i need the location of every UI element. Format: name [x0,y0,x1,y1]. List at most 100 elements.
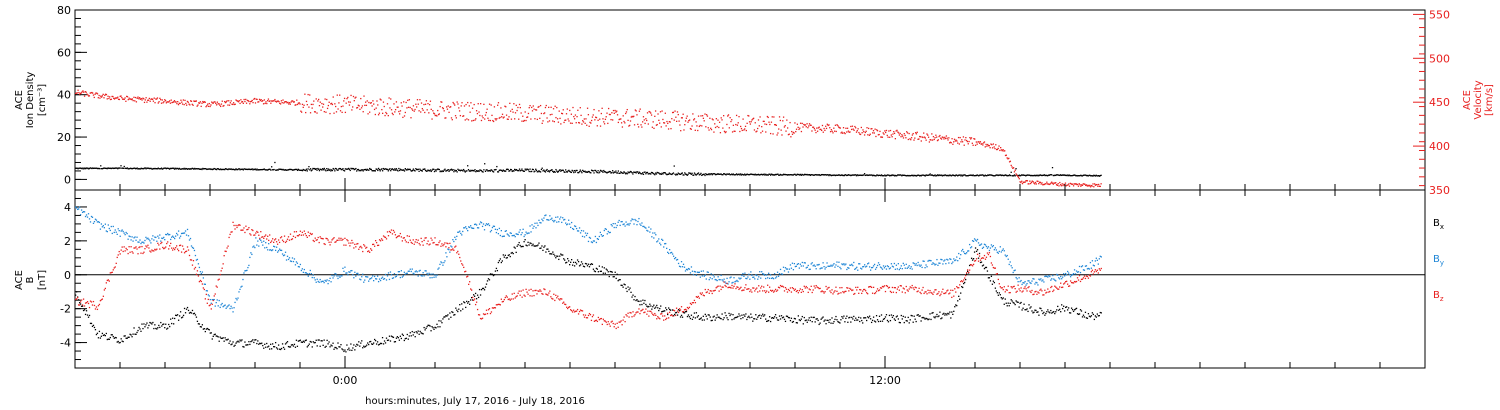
velocity-point [386,103,389,105]
field-point-by [657,240,659,242]
density-point [938,174,940,176]
field-point-bz [200,280,203,283]
field-point-bx [205,328,207,330]
velocity-point [856,130,858,132]
field-point-bx [635,299,637,302]
velocity-point [514,118,516,120]
field-point-bx [827,319,829,322]
density-point [749,173,752,175]
field-point-by [836,261,838,263]
velocity-point [969,136,971,139]
field-point-by [354,271,356,273]
field-point-by [764,274,766,276]
velocity-point [611,112,613,114]
density-point [769,174,772,176]
velocity-point [640,124,642,126]
density-point [953,174,956,177]
field-point-bx [348,347,350,349]
density-point [116,167,118,169]
velocity-point [1018,178,1020,180]
field-point-bx [160,321,162,324]
velocity-point [219,104,221,106]
density-point [93,167,95,169]
field-point-by [814,265,816,267]
field-point-by [775,276,778,278]
field-point-bx [853,315,855,318]
velocity-point [851,125,854,127]
density-point [747,173,749,176]
density-point [506,168,509,170]
field-point-by [1005,255,1007,258]
velocity-point [590,119,593,122]
velocity-point [381,108,383,111]
velocity-point [670,127,672,130]
density-point [684,172,686,174]
velocity-point [505,114,508,116]
density-point [590,169,593,171]
field-point-by [674,257,677,259]
field-point-bz [336,239,338,241]
field-point-bx [1096,313,1098,315]
field-point-by [288,257,291,259]
density-point [744,173,746,175]
field-point-bx [402,334,404,337]
velocity-point [1081,184,1083,186]
velocity-point [756,130,758,132]
velocity-point [80,92,82,94]
field-point-bx [810,316,812,318]
field-point-by [461,234,463,236]
field-point-bz [234,228,236,230]
density-point [820,174,822,176]
velocity-point [408,99,411,101]
field-point-by [850,264,852,266]
field-point-bx [886,319,889,322]
field-point-bx [988,277,991,279]
density-point [917,174,919,176]
field-point-bz [270,241,272,244]
velocity-point [828,124,830,126]
field-point-by [566,224,568,226]
velocity-point [104,93,107,95]
density-point [562,169,564,171]
field-point-by [143,242,145,244]
field-point-bx [644,299,646,302]
field-point-bx [1045,312,1047,315]
density-point [82,167,84,169]
field-point-bz [139,246,141,248]
field-point-bx [188,312,191,314]
velocity-point [843,132,845,134]
density-point [689,172,692,174]
density-point [621,172,624,174]
field-point-by [554,219,556,222]
density-point [468,170,470,172]
field-point-bx [834,318,836,321]
field-point-bx [631,296,633,298]
velocity-point [320,109,322,111]
field-point-bx [780,315,783,317]
velocity-point [972,144,974,146]
velocity-point [145,97,147,99]
field-point-bz [300,234,303,236]
velocity-point [289,103,291,105]
velocity-point [776,134,778,136]
velocity-point [542,120,544,122]
field-point-by [219,306,221,309]
field-point-bz [233,224,235,227]
field-point-bz [268,239,270,242]
field-point-by [786,268,789,270]
field-point-bx [1042,312,1044,315]
field-point-by [971,240,974,242]
field-point-by [1023,282,1025,284]
velocity-point [599,118,601,120]
velocity-point [908,132,910,135]
density-point [531,168,534,170]
field-point-bx [436,323,438,325]
field-point-by [796,263,799,266]
density-point [467,168,470,171]
velocity-point [75,92,77,95]
field-point-by [1086,268,1089,270]
field-point-bx [723,317,725,319]
field-point-bx [384,342,387,344]
field-point-bx [238,341,240,343]
velocity-point [126,96,129,98]
